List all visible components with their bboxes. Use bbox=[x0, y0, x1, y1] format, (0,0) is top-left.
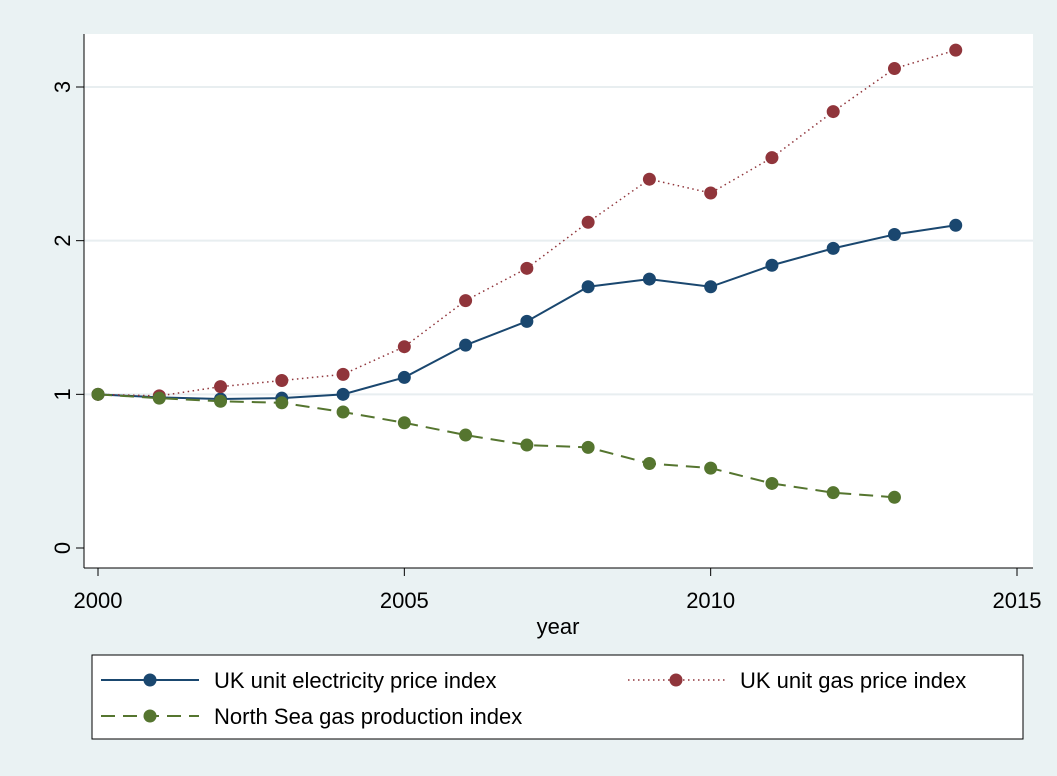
series-2-point bbox=[765, 151, 779, 165]
series-1-point bbox=[642, 272, 656, 286]
x-tick-label: 2015 bbox=[993, 588, 1042, 613]
series-2-point bbox=[520, 261, 534, 275]
legend-marker-1 bbox=[143, 673, 157, 687]
series-2-point bbox=[397, 340, 411, 354]
series-1-point bbox=[581, 280, 595, 294]
series-3-point bbox=[336, 405, 350, 419]
series-3-point bbox=[887, 490, 901, 504]
legend-label-2: UK unit gas price index bbox=[740, 668, 966, 693]
grid-lines bbox=[84, 86, 1033, 396]
y-tick-label: 0 bbox=[50, 542, 75, 554]
series-2-point bbox=[275, 374, 289, 388]
series-3-point bbox=[642, 456, 656, 470]
legend-marker-2 bbox=[669, 673, 683, 687]
series-3-point bbox=[581, 440, 595, 454]
plot-area bbox=[84, 34, 1033, 568]
series-2-point bbox=[704, 186, 718, 200]
x-tick-label: 2000 bbox=[74, 588, 123, 613]
series-2-point bbox=[336, 367, 350, 381]
legend-marker-3 bbox=[143, 709, 157, 723]
series-2-point bbox=[826, 105, 840, 119]
series-2-point bbox=[949, 43, 963, 57]
series-1-point bbox=[336, 387, 350, 401]
series-3-point bbox=[91, 387, 105, 401]
series-3-point bbox=[214, 394, 228, 408]
series-3-point bbox=[520, 438, 534, 452]
series-line-3 bbox=[97, 393, 895, 499]
series-1-point bbox=[765, 258, 779, 272]
legend-label-3: North Sea gas production index bbox=[214, 704, 522, 729]
series-3-point bbox=[459, 428, 473, 442]
series-1-point bbox=[397, 370, 411, 384]
series-3-point bbox=[275, 396, 289, 410]
series-2-point bbox=[459, 294, 473, 308]
y-tick-label: 3 bbox=[50, 81, 75, 93]
series-1-point bbox=[459, 338, 473, 352]
series-2-point bbox=[887, 62, 901, 76]
x-tick-label: 2010 bbox=[686, 588, 735, 613]
series-1-point bbox=[949, 218, 963, 232]
x-tick-label: 2005 bbox=[380, 588, 429, 613]
axes: 0 1 2 3 2000 2005 2010 2015 bbox=[50, 34, 1041, 613]
series-line-2 bbox=[97, 49, 956, 397]
series-3-point bbox=[152, 391, 166, 405]
series-2-point bbox=[214, 380, 228, 394]
legend-box bbox=[91, 654, 1024, 740]
x-axis-label: year bbox=[537, 614, 580, 639]
series-2-point bbox=[642, 172, 656, 186]
legend: UK unit electricity price index UK unit g… bbox=[91, 654, 1024, 740]
legend-label-1: UK unit electricity price index bbox=[214, 668, 496, 693]
series-3-point bbox=[704, 461, 718, 475]
series-3-point bbox=[765, 476, 779, 490]
series-2-point bbox=[581, 215, 595, 229]
y-tick-label: 1 bbox=[50, 388, 75, 400]
series-3-point bbox=[826, 486, 840, 500]
series-1-point bbox=[887, 228, 901, 242]
series-3-point bbox=[397, 416, 411, 430]
series-layer bbox=[91, 43, 963, 504]
series-1-point bbox=[704, 280, 718, 294]
y-tick-label: 2 bbox=[50, 235, 75, 247]
series-1-point bbox=[826, 241, 840, 255]
series-1-point bbox=[520, 314, 534, 328]
